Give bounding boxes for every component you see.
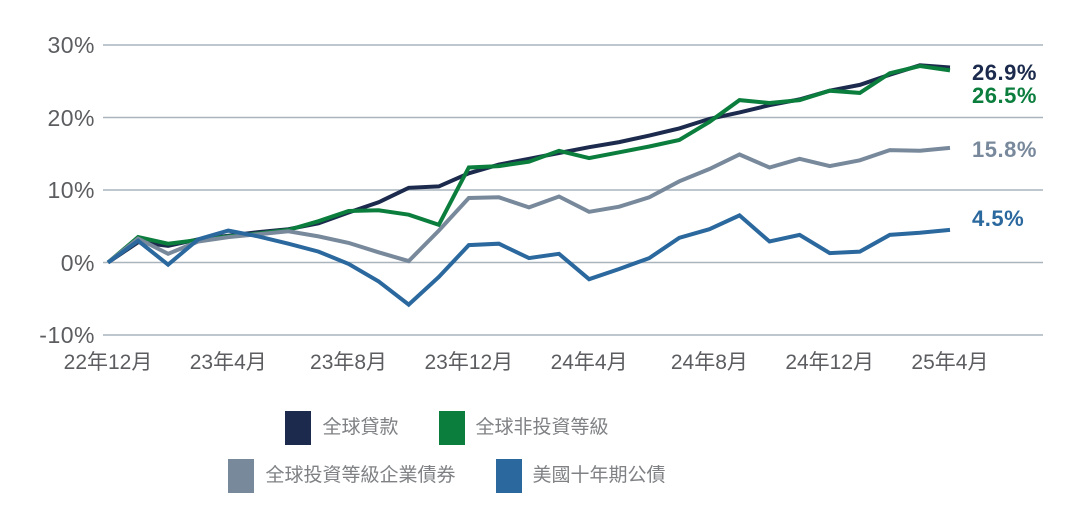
- x-tick-label: 23年8月: [310, 351, 388, 374]
- legend-item-global-high-yield: 全球非投資等級: [438, 411, 609, 445]
- x-tick-label: 23年12月: [424, 351, 514, 374]
- legend-item-us-10y-treasury: 美國十年期公債: [495, 459, 666, 493]
- y-tick-label: 10%: [47, 177, 95, 203]
- line-series-3: [106, 213, 951, 308]
- legend-swatch-global-high-yield: [438, 411, 465, 445]
- end-label-series-1: 26.5%: [972, 83, 1037, 108]
- legend-swatch-us-10y-treasury: [495, 459, 522, 493]
- legend-row: 全球貸款 全球非投資等級: [0, 411, 894, 445]
- end-label-series-2: 15.8%: [972, 137, 1037, 162]
- legend-item-global-ig-corp: 全球投資等級企業債券: [228, 459, 456, 493]
- y-tick-label: 20%: [47, 104, 95, 131]
- legend: 全球貸款 全球非投資等級 全球投資等級企業債券 美國十年期公債: [0, 411, 894, 493]
- x-tick-label: 24年12月: [785, 351, 875, 374]
- legend-label-us-10y-treasury: 美國十年期公債: [532, 465, 666, 486]
- line-series-2: [106, 145, 951, 265]
- legend-label-global-ig-corp: 全球投資等級企業債券: [265, 465, 456, 486]
- legend-row: 全球投資等級企業債券 美國十年期公債: [0, 459, 894, 493]
- legend-item-global-loans: 全球貸款: [285, 411, 399, 445]
- end-label-series-0: 26.9%: [972, 60, 1037, 85]
- y-tick-label: 30%: [47, 32, 95, 58]
- end-label-series-3: 4.5%: [972, 206, 1025, 231]
- legend-label-global-loans: 全球貸款: [322, 417, 399, 438]
- legend-swatch-global-ig-corp: [228, 459, 255, 493]
- x-tick-label: 22年12月: [63, 351, 153, 374]
- legend-swatch-global-loans: [285, 411, 312, 445]
- x-tick-label: 24年4月: [550, 351, 628, 374]
- x-tick-label: 23年4月: [189, 351, 267, 374]
- y-tick-label: -10%: [39, 322, 95, 348]
- y-tick-label: 0%: [60, 249, 95, 276]
- x-tick-label: 24年8月: [670, 351, 748, 374]
- legend-label-global-high-yield: 全球非投資等級: [475, 417, 609, 438]
- x-tick-label: 25年4月: [911, 351, 989, 374]
